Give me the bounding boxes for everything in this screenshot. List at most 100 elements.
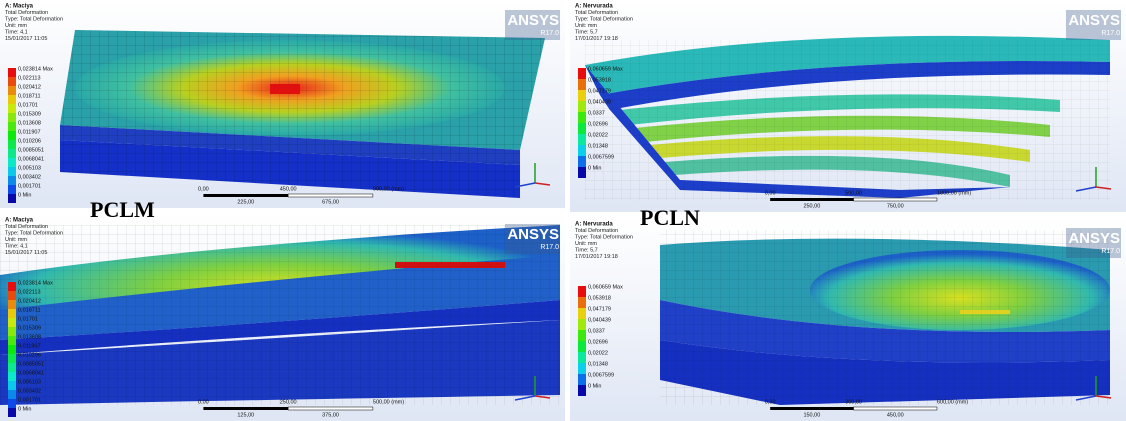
legend-swatch (8, 354, 16, 363)
header-line: Total Deformation (575, 228, 618, 234)
legend-label: 0,022113 (18, 75, 41, 81)
legend-label: 0,01701 (18, 316, 38, 322)
legend-swatch (8, 122, 16, 131)
legend-label: 0,018711 (18, 307, 41, 313)
legend-swatch (578, 297, 586, 308)
scale-label: 450,00 (280, 186, 297, 192)
header-line: Type: Total Deformation (575, 234, 633, 240)
legend-swatch (578, 363, 586, 374)
scale-label: 125,00 (237, 412, 254, 418)
header-line: Unit: mm (5, 237, 27, 243)
legend-label: 0,013608 (18, 120, 41, 126)
scale-bar (854, 198, 937, 201)
legend-label: 0,013608 (18, 334, 41, 340)
scale-label: 250,00 (280, 399, 297, 405)
legend-swatch (8, 318, 16, 327)
legend-label: 0,022113 (18, 289, 41, 295)
header-line: Time: 5,7 (575, 29, 598, 35)
scale-label: 300,00 (845, 399, 862, 405)
legend-swatch (8, 291, 16, 300)
legend-label: 0,01701 (18, 102, 38, 108)
legend-label: 0,023814 Max (18, 280, 53, 286)
legend-swatch (578, 112, 586, 123)
legend-swatch (8, 149, 16, 158)
legend-label: 0 Min (18, 406, 31, 412)
scale-label: 450,00 (887, 412, 904, 418)
legend-swatch (578, 123, 586, 134)
logo: ANSYS (507, 12, 559, 29)
header-line: Type: Total Deformation (5, 230, 63, 236)
scale-bar (288, 194, 373, 197)
scale-label: 250,00 (803, 203, 820, 209)
header-line: Total Deformation (575, 10, 618, 16)
legend-label: 0,0337 (588, 328, 605, 334)
figure: A: MaciyaTotal DeformationType: Total De… (0, 0, 1126, 421)
header-line: 17/01/2017 19:18 (575, 254, 618, 260)
model (60, 30, 545, 198)
legend-swatch (8, 408, 16, 417)
legend-label: 0,023814 Max (18, 66, 53, 72)
scale-label: 150,00 (803, 412, 820, 418)
legend-label: 0,053918 (588, 77, 611, 83)
legend-label: 0,047179 (588, 88, 611, 94)
legend-swatch (578, 79, 586, 90)
legend-swatch (8, 86, 16, 95)
legend-label: 0,060659 Max (588, 66, 623, 72)
legend-swatch (8, 158, 16, 167)
header-line: Time: 4,1 (5, 29, 28, 35)
header-line: A: Maciya (5, 218, 34, 224)
legend-swatch (578, 308, 586, 319)
legend-swatch (8, 327, 16, 336)
legend-label: 0,040439 (588, 317, 611, 323)
legend-swatch (8, 140, 16, 149)
scale-label: 0,00 (765, 399, 776, 405)
scale-label: 750,00 (887, 203, 904, 209)
legend-swatch (8, 95, 16, 104)
legend-label: 0,060659 Max (588, 284, 623, 290)
legend-label: 0,0068041 (18, 370, 44, 376)
logo: ANSYS (1068, 230, 1120, 247)
header-line: Type: Total Deformation (575, 16, 633, 22)
legend-label: 0,02696 (588, 339, 608, 345)
scale-bar (203, 194, 288, 197)
scale-label: 375,00 (322, 412, 339, 418)
panel-label: PCLN (640, 205, 700, 230)
logo: ANSYS (507, 226, 559, 243)
legend-label: 0,015309 (18, 325, 41, 331)
scale-bar (288, 407, 373, 410)
legend-swatch (8, 176, 16, 185)
scale-label: 500,00 (mm) (373, 399, 404, 405)
legend-swatch (578, 167, 586, 178)
legend-swatch (578, 68, 586, 79)
legend-swatch (578, 101, 586, 112)
scale-bar (854, 407, 937, 410)
version: R17.0 (1101, 30, 1120, 37)
scale-bar (770, 407, 853, 410)
legend-label: 0 Min (588, 165, 601, 171)
scale-label: 600,00 (mm) (937, 399, 968, 405)
legend-swatch (578, 374, 586, 385)
legend-swatch (8, 390, 16, 399)
legend-label: 0,001701 (18, 183, 41, 189)
legend-label: 0,0085051 (18, 147, 44, 153)
scale-bar (203, 407, 288, 410)
legend-label: 0,010206 (18, 352, 41, 358)
legend-label: 0,011907 (18, 343, 41, 349)
legend-label: 0,003402 (18, 174, 41, 180)
header-line: A: Maciya (5, 4, 34, 10)
header-line: Total Deformation (5, 10, 48, 16)
model (660, 230, 1110, 405)
legend-label: 0,005103 (18, 379, 41, 385)
legend-label: 0,018711 (18, 93, 41, 99)
model (585, 36, 1110, 200)
legend-label: 0,020412 (18, 298, 41, 304)
legend-label: 0,01348 (588, 361, 608, 367)
legend-swatch (578, 145, 586, 156)
legend-label: 0,015309 (18, 111, 41, 117)
logo: ANSYS (1068, 12, 1120, 29)
legend-label: 0,020412 (18, 84, 41, 90)
legend-label: 0,01348 (588, 143, 608, 149)
scale-label: 1000,00 (mm) (937, 190, 971, 196)
legend-swatch (8, 104, 16, 113)
header-line: Unit: mm (5, 23, 27, 29)
